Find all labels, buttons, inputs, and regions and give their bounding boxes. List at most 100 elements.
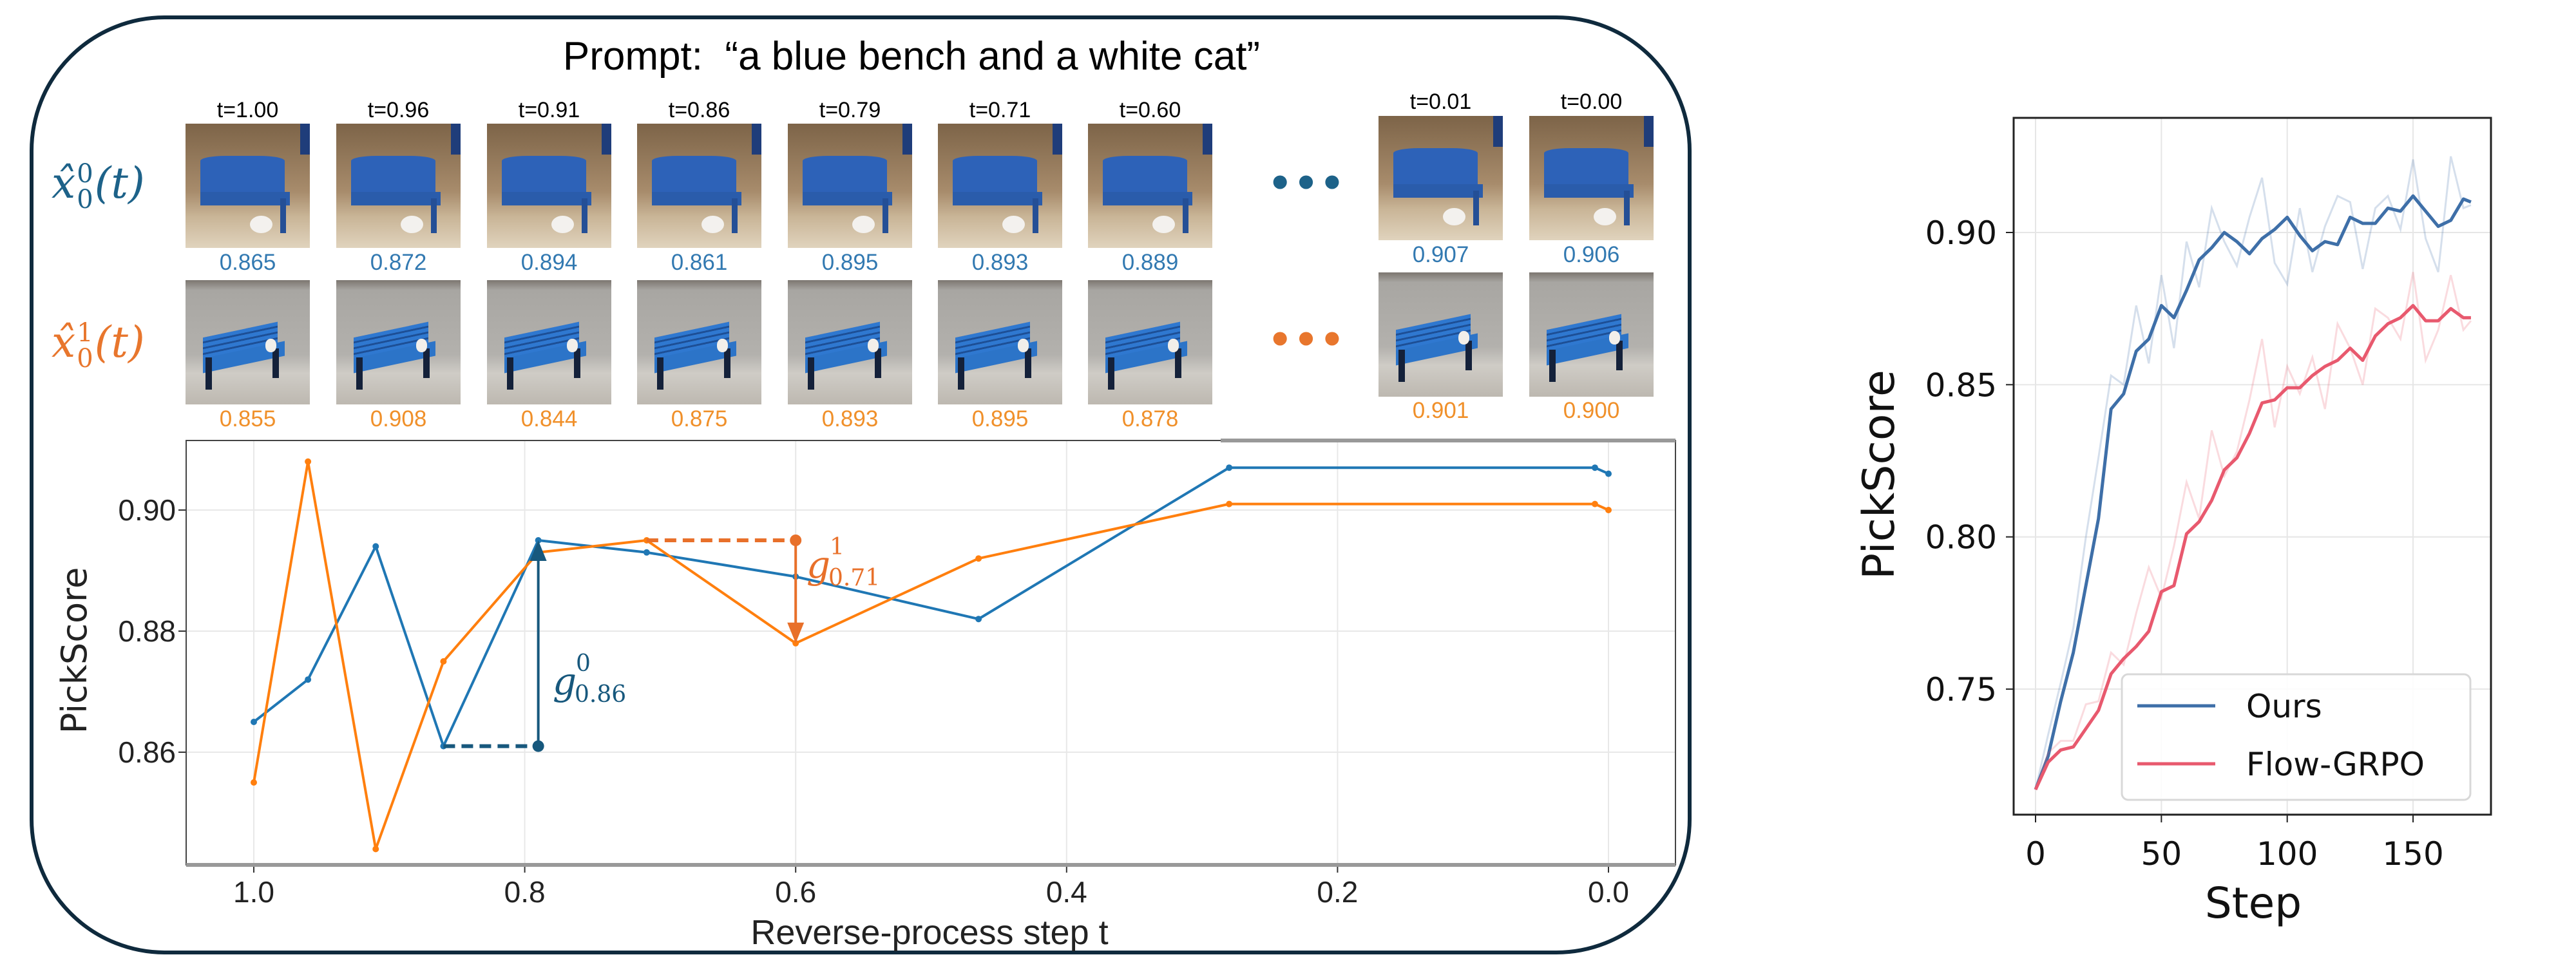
bench-leg — [1398, 349, 1405, 382]
data-point — [372, 846, 379, 853]
bench-leg — [430, 198, 437, 233]
pickscore-value-sample-1: 0.844 — [520, 406, 578, 431]
x-axis-label: Reverse-process step t — [750, 913, 1108, 952]
cat — [852, 215, 875, 233]
pickscore-value-sample-1: 0.855 — [219, 406, 276, 431]
bench-back — [652, 156, 737, 198]
data-point — [643, 549, 650, 556]
ellipsis-row-1: ••• — [1268, 317, 1346, 363]
cat — [1608, 330, 1620, 345]
bench-back — [200, 156, 285, 198]
data-point — [440, 658, 447, 665]
cat — [1594, 207, 1617, 225]
reverse-process-chart: 1.0 0.8 0.6 0.4 0.2 0.0 0.86 0.88 0.90 Reverse-pr… — [54, 439, 1676, 952]
timestep-label: t=0.96 — [367, 98, 430, 122]
row-label-sub: 0 — [77, 344, 93, 374]
bench-seat — [1393, 184, 1484, 198]
row-label-sample-1: x̂ 1 0 (t) — [52, 320, 145, 372]
data-point — [1605, 507, 1612, 513]
plot-area — [186, 440, 1675, 865]
bench-back — [502, 156, 587, 198]
bench-leg — [1175, 348, 1181, 379]
wall-pillar — [1493, 116, 1503, 147]
y-tick-label: 0.90 — [1925, 214, 1997, 252]
x-tick-label: 0.4 — [1046, 875, 1087, 909]
cat — [1167, 338, 1179, 352]
timestep-label: t=1.00 — [216, 98, 279, 122]
bench-leg — [882, 198, 889, 233]
gain-label-superscript: 1 — [830, 534, 844, 560]
cat — [1443, 207, 1466, 225]
wall-pillar — [1202, 124, 1212, 155]
bench-leg — [1032, 198, 1039, 233]
generated-image-sample-0 — [788, 124, 912, 248]
bench-leg — [1549, 349, 1556, 382]
bench-back — [803, 156, 888, 198]
pickscore-value-sample-0: 0.872 — [370, 250, 427, 275]
data-point — [372, 543, 379, 550]
pickscore-value-sample-1: 0.878 — [1121, 406, 1179, 431]
y-axis-label: PickScore — [54, 567, 95, 734]
x-tick-label: 1.0 — [233, 875, 274, 909]
generated-image-sample-0 — [637, 124, 761, 248]
y-tick-label: 0.75 — [1925, 671, 1997, 708]
cat — [551, 215, 575, 233]
generated-image-sample-0 — [1379, 116, 1503, 240]
generated-image-sample-1 — [788, 280, 912, 404]
bench-leg — [1465, 341, 1472, 371]
bench-leg — [1107, 357, 1114, 390]
legend-label-ours: Ours — [2246, 688, 2322, 725]
generated-image-sample-0 — [487, 124, 611, 248]
bench-back — [1393, 148, 1478, 191]
pickscore-value-sample-0: 0.907 — [1412, 242, 1469, 267]
data-point — [1591, 464, 1598, 471]
x-tick-label: 100 — [2256, 835, 2318, 873]
pickscore-value-sample-1: 0.893 — [821, 406, 879, 431]
generated-image-sample-0 — [336, 124, 461, 248]
bench-seat — [803, 192, 893, 206]
wall-pillar — [751, 124, 761, 155]
bench-leg — [957, 357, 964, 390]
pickscore-value-sample-0: 0.895 — [821, 250, 879, 275]
gain-label-symbol: g — [806, 543, 830, 587]
pickscore-value-sample-1: 0.900 — [1563, 398, 1620, 423]
timestep-label: t=0.86 — [668, 98, 730, 122]
pickscore-value-sample-0: 0.865 — [219, 250, 276, 275]
generated-image-sample-1 — [637, 280, 761, 404]
x-tick-label: 0.2 — [1317, 875, 1358, 909]
x-tick-label: 50 — [2141, 835, 2182, 873]
data-point — [975, 555, 982, 562]
generated-image-sample-0 — [1529, 116, 1654, 240]
x-tick-label: 0 — [2025, 835, 2046, 873]
x-tick-label: 150 — [2382, 835, 2443, 873]
bench-leg — [1182, 198, 1189, 233]
wall-pillar — [1643, 116, 1654, 147]
generated-image-sample-0 — [1088, 124, 1212, 248]
gain-label-superscript: 0 — [576, 650, 591, 677]
bench-leg — [423, 348, 430, 379]
data-point — [1226, 464, 1233, 471]
y-tick-label: 0.85 — [1925, 366, 1997, 404]
pickscore-value-sample-0: 0.894 — [520, 250, 578, 275]
data-point — [1226, 500, 1233, 507]
bench-seat — [1544, 184, 1634, 198]
timestep-label: t=0.91 — [518, 98, 580, 122]
cat — [701, 215, 725, 233]
generated-image-sample-1 — [938, 280, 1062, 404]
generated-image-sample-0 — [938, 124, 1062, 248]
y-tick-label: 0.86 — [118, 735, 176, 769]
gain-arrowhead — [530, 540, 547, 561]
data-point — [251, 719, 257, 725]
bench-leg — [1623, 190, 1630, 225]
bench-leg — [356, 357, 363, 390]
cat — [1002, 215, 1026, 233]
pickscore-value-sample-0: 0.861 — [671, 250, 728, 275]
x-tick-label: 0.0 — [1588, 875, 1629, 909]
prompt-title: Prompt: “a blue bench and a white cat” — [562, 34, 1261, 79]
cat — [566, 338, 578, 352]
generated-image-sample-1 — [186, 280, 310, 404]
bench-leg — [1025, 348, 1031, 379]
data-point — [305, 676, 312, 683]
timestep-label: t=0.79 — [819, 98, 881, 122]
